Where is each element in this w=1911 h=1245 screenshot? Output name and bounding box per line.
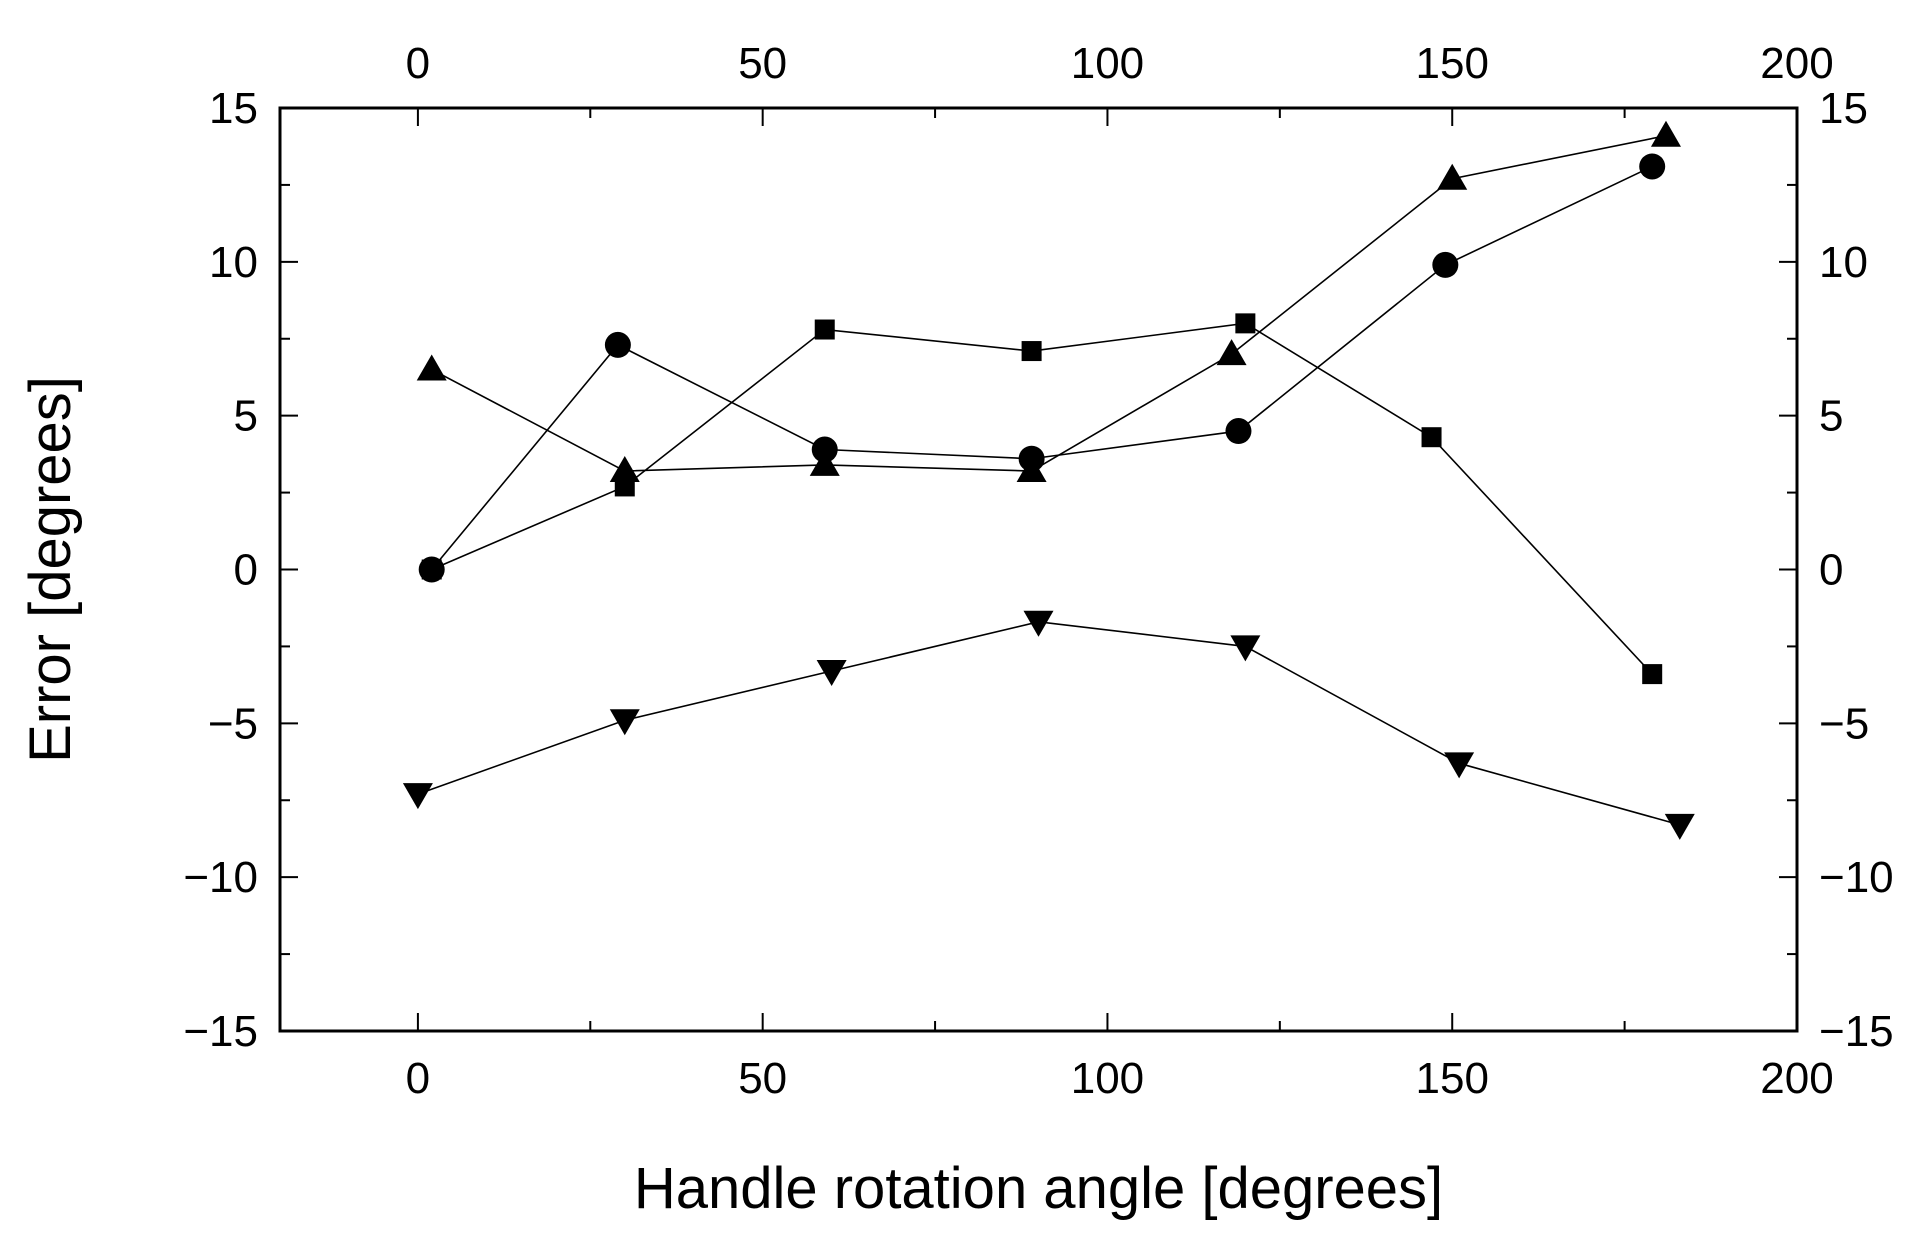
series-line-triangle-down [417,620,1680,826]
y-tick-label-right: −5 [1819,699,1869,748]
data-point-triangle-up [416,354,447,381]
x-tick-label-bottom: 0 [406,1054,430,1103]
data-point-circle [604,331,631,358]
data-point-square [1235,313,1256,334]
x-tick-label-top: 100 [1071,39,1144,88]
y-tick-label-right: 15 [1819,84,1868,133]
data-point-circle [1639,153,1666,180]
data-point-triangle-up [1437,163,1468,190]
series-line-triangle-up [431,134,1667,472]
series-layer [402,120,1695,840]
plot-frame [278,106,1799,1033]
data-point-square [1642,664,1663,685]
y-axis-title: Error [degrees] [18,376,83,763]
x-tick-label-top: 200 [1760,39,1833,88]
data-point-circle [1225,418,1252,445]
data-point-triangle-down [609,709,640,736]
data-point-triangle-up [1016,456,1047,483]
x-tick-label-bottom: 150 [1416,1054,1489,1103]
y-tick-label-right: 0 [1819,546,1843,595]
data-point-triangle-down [1444,752,1475,779]
data-point-triangle-down [1230,635,1261,662]
y-tick-label-left: 5 [234,392,258,441]
series-triangle-down [402,610,1695,840]
data-point-triangle-down [1023,610,1054,637]
data-point-square [814,319,835,340]
x-tick-label-top: 150 [1416,39,1489,88]
data-point-square [1421,427,1442,448]
data-point-circle [1432,251,1459,278]
data-point-triangle-down [402,783,433,810]
y-tick-label-left: −10 [183,853,258,902]
y-tick-label-left: −15 [183,1007,258,1056]
data-point-triangle-down [816,660,847,687]
y-tick-label-right: 10 [1819,238,1868,287]
x-tick-label-bottom: 200 [1760,1054,1833,1103]
y-tick-label-left: −5 [208,699,258,748]
series-triangle-up [416,120,1681,483]
x-tick-label-bottom: 100 [1071,1054,1144,1103]
x-axis-title: Handle rotation angle [degrees] [634,1156,1443,1221]
y-tick-label-left: 0 [234,546,258,595]
series-line-circle [431,165,1653,571]
y-tick-label-left: 15 [209,84,258,133]
data-point-triangle-up [809,449,840,476]
axis-ticks [280,107,1798,1032]
x-tick-label-bottom: 50 [738,1054,787,1103]
y-tick-label-right: 5 [1819,392,1843,441]
data-point-triangle-up [1216,339,1247,366]
data-point-triangle-down [1664,813,1695,840]
y-tick-label-right: −15 [1819,1007,1894,1056]
data-point-square [1021,341,1042,362]
data-point-triangle-up [1650,120,1681,147]
x-tick-label-top: 50 [738,39,787,88]
data-point-circle [811,436,838,463]
y-tick-label-left: 10 [209,238,258,287]
series-circle [418,153,1666,583]
data-point-circle [418,556,445,583]
data-point-triangle-up [609,456,640,483]
y-tick-label-right: −10 [1819,853,1894,902]
x-tick-label-top: 0 [406,39,430,88]
